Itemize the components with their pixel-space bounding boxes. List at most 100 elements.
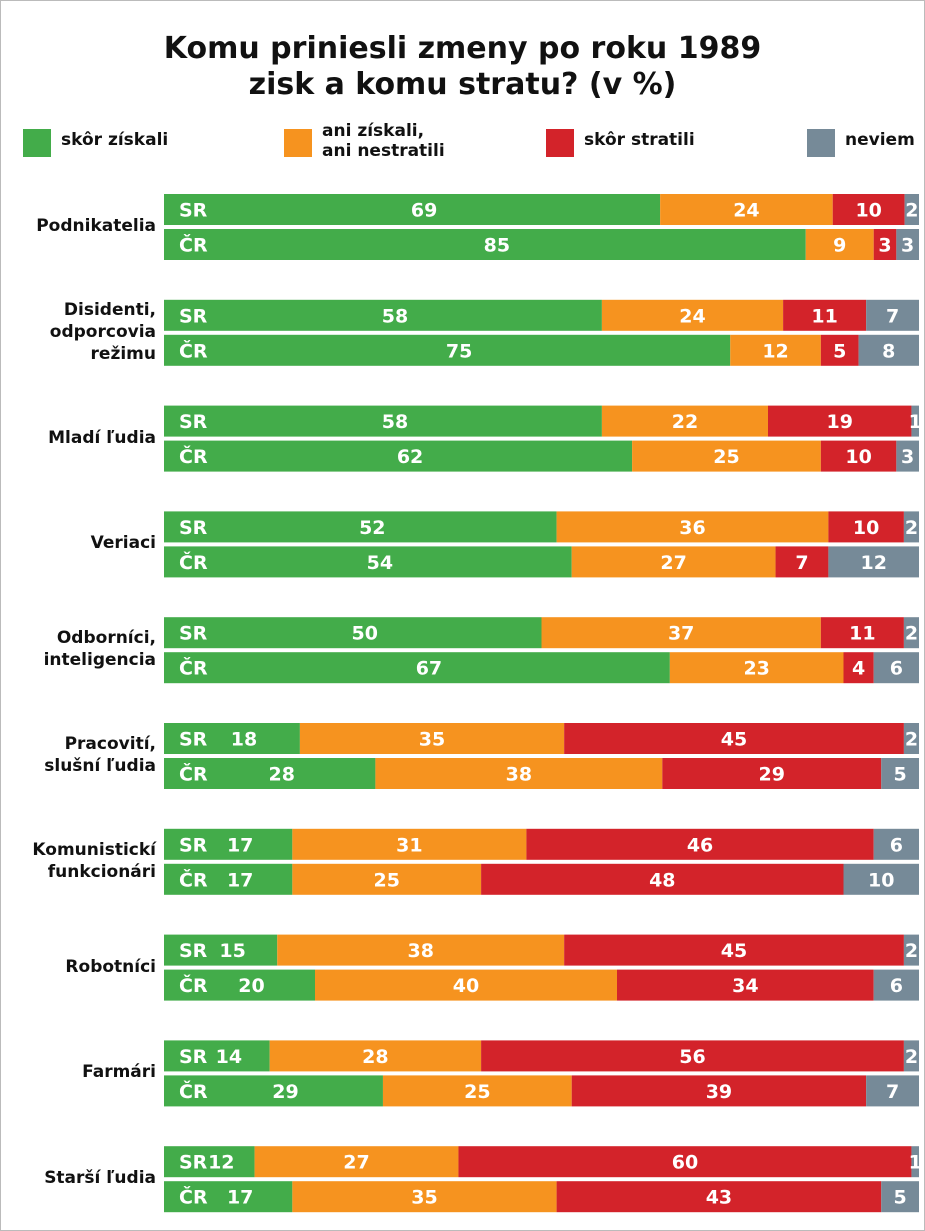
bar-segment xyxy=(660,194,833,225)
bar-segment xyxy=(903,511,919,543)
bar-segment xyxy=(617,969,874,1001)
bar-segment xyxy=(873,828,919,860)
bar-segment xyxy=(828,511,904,543)
value-label: 5 xyxy=(894,764,907,786)
row-label: ČR xyxy=(179,973,208,997)
value-label: 10 xyxy=(868,869,894,891)
bar-segment xyxy=(873,652,919,684)
value-label: 85 xyxy=(484,235,510,257)
value-label: 7 xyxy=(886,305,899,327)
category-label: Komunistickí funkcionári xyxy=(32,839,156,882)
bar-segment xyxy=(903,934,919,966)
bar-segment xyxy=(541,617,821,649)
value-label: 75 xyxy=(446,340,472,362)
value-label: 31 xyxy=(396,834,422,856)
value-label: 38 xyxy=(506,764,532,786)
category-label: Odborníci, inteligencia xyxy=(43,628,156,671)
bar-segment xyxy=(632,440,821,472)
bar-segment xyxy=(903,1040,919,1072)
bar-segment xyxy=(730,334,821,366)
bar-segment xyxy=(873,969,919,1001)
value-label: 6 xyxy=(890,834,903,856)
bar-segment xyxy=(556,511,829,543)
value-label: 15 xyxy=(219,940,245,962)
bar-segment xyxy=(164,652,670,684)
value-label: 1 xyxy=(909,411,922,433)
bar-segment xyxy=(254,1146,459,1178)
bar-segment xyxy=(164,405,602,437)
legend-swatch xyxy=(807,129,835,157)
value-label: 58 xyxy=(382,411,408,433)
value-label: 35 xyxy=(411,1187,437,1209)
value-label: 60 xyxy=(672,1152,698,1174)
bar-segment xyxy=(382,1075,572,1107)
bar-segment xyxy=(481,863,844,895)
value-label: 48 xyxy=(649,869,675,891)
value-label: 25 xyxy=(464,1081,490,1103)
bar-segment xyxy=(911,1146,919,1178)
row-label: ČR xyxy=(179,550,208,574)
bar-segment xyxy=(662,758,882,789)
bar-segment xyxy=(164,1075,383,1107)
value-label: 45 xyxy=(721,729,747,751)
row-label: SR xyxy=(179,517,208,539)
value-label: 69 xyxy=(411,200,437,222)
bar-segment xyxy=(526,828,874,860)
value-label: 43 xyxy=(706,1187,732,1209)
value-label: 7 xyxy=(795,552,808,574)
value-label: 12 xyxy=(860,552,886,574)
bar-segment xyxy=(571,546,776,578)
value-label: 2 xyxy=(905,517,918,539)
row-label: SR xyxy=(179,200,208,222)
category-label: Pracovití, slušní ľudia xyxy=(44,734,156,776)
row-label: SR xyxy=(179,305,208,327)
bar-segment xyxy=(164,440,633,472)
row-label: SR xyxy=(179,729,208,751)
row-label: SR xyxy=(179,411,208,433)
bar-segment xyxy=(164,1040,270,1072)
bar-segment xyxy=(828,546,919,578)
value-label: 62 xyxy=(397,446,423,468)
bar-segment xyxy=(866,1075,919,1107)
bar-segment xyxy=(164,299,602,331)
chart-title: Komu priniesli zmeny po roku 1989 zisk a… xyxy=(163,31,762,102)
value-label: 24 xyxy=(679,305,705,327)
value-label: 54 xyxy=(367,552,393,574)
bar-segment xyxy=(601,405,768,437)
bar-segment xyxy=(164,334,731,366)
value-label: 34 xyxy=(732,975,758,997)
row-label: ČR xyxy=(179,1185,208,1209)
value-label: 12 xyxy=(762,340,788,362)
value-label: 52 xyxy=(359,517,385,539)
value-label: 17 xyxy=(227,869,253,891)
value-label: 40 xyxy=(453,975,479,997)
value-label: 25 xyxy=(713,446,739,468)
value-label: 28 xyxy=(362,1046,388,1068)
category-label: Podnikatelia xyxy=(36,216,156,236)
value-label: 58 xyxy=(382,305,408,327)
bar-segment xyxy=(269,1040,482,1072)
value-label: 6 xyxy=(890,975,903,997)
value-label: 3 xyxy=(878,235,891,257)
value-label: 38 xyxy=(407,940,433,962)
value-label: 56 xyxy=(679,1046,705,1068)
bar-segment xyxy=(556,1181,882,1213)
bar-segment xyxy=(164,969,315,1001)
value-label: 10 xyxy=(855,200,881,222)
bar-segment xyxy=(564,934,904,966)
bar-segment xyxy=(768,405,912,437)
bar-segment xyxy=(775,546,829,578)
bar-segment xyxy=(164,934,278,966)
bar-segment xyxy=(292,1181,557,1213)
row-label: ČR xyxy=(179,1079,208,1103)
value-label: 27 xyxy=(343,1152,369,1174)
value-label: 39 xyxy=(706,1081,732,1103)
bar-segment xyxy=(820,617,904,649)
bar-segment xyxy=(881,1181,919,1213)
value-label: 8 xyxy=(882,340,895,362)
bar-segment xyxy=(669,652,844,684)
value-label: 2 xyxy=(905,200,918,222)
bar-segment xyxy=(164,546,572,578)
